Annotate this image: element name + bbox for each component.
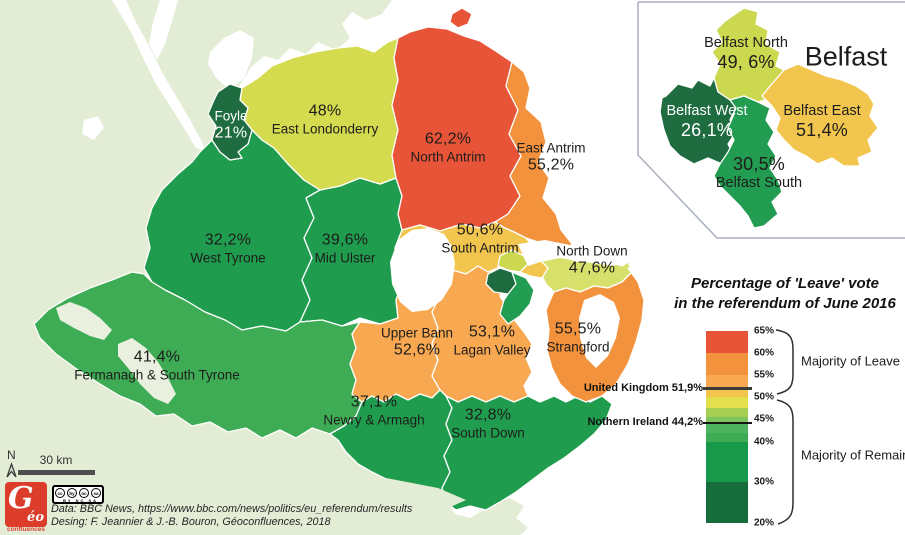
label-east-antrim: East Antrim 55,2%	[516, 140, 586, 174]
credit-data-source: Data: BBC News, https://www.bbc.com/news…	[51, 503, 413, 515]
legend-group-leave: Majority of Leave	[801, 353, 900, 369]
cc-nc-icon: nc	[79, 488, 89, 498]
tick-40: 40%	[754, 436, 775, 448]
region-foyle	[207, 83, 253, 161]
label-belfast-south: 30,5% Belfast South	[715, 153, 803, 192]
label-lagan-valley: 53,1% Lagan Valley	[453, 323, 531, 358]
legend-group-remain: Majority of Remain	[801, 447, 905, 463]
inset-belfast-east	[761, 63, 879, 167]
region-north-antrim	[391, 26, 522, 232]
cc-icon: cc	[55, 488, 65, 498]
inset-title: Belfast	[804, 41, 888, 72]
logo-g: G	[8, 482, 34, 516]
label-newry-armagh: 37,1% Newry & Armagh	[323, 393, 425, 428]
region-south-down	[441, 395, 613, 511]
tick-20: 20%	[754, 517, 775, 529]
scale-bar-label: 30 km	[39, 453, 73, 467]
callout-united-kingdom: United Kingdom 51,9%	[583, 382, 703, 394]
belfast-lough	[518, 240, 628, 266]
brace-majority-remain	[776, 399, 794, 525]
label-upper-bann: Upper Bann 52,6%	[380, 325, 454, 359]
callout-line-ni	[703, 421, 752, 424]
inlet-branch	[149, 0, 178, 60]
tick-30: 30%	[754, 476, 775, 488]
tick-65: 65%	[754, 325, 775, 337]
callout-line-uk	[703, 387, 752, 390]
cc-by-icon: by	[67, 488, 77, 498]
north-arrow-icon	[6, 462, 17, 478]
label-fermanagh-south-tyrone: 41,4% Fermanagh & South Tyrone	[74, 348, 240, 383]
region-fermanagh-south-tyrone	[33, 271, 363, 439]
lough-erne-lower	[118, 338, 176, 404]
callout-northern-ireland: Nothern Ireland 44,2%	[587, 416, 703, 428]
label-south-down: 32,8% South Down	[451, 406, 525, 441]
region-belfast-south-main	[499, 271, 535, 325]
label-mid-ulster: 39,6% Mid Ulster	[314, 231, 376, 266]
label-belfast-west: Belfast West 26,1%	[666, 102, 748, 140]
label-belfast-east: Belfast East 51,4%	[783, 102, 861, 140]
lough-foyle	[208, 30, 254, 90]
tick-50: 50%	[754, 391, 775, 403]
inset-frame	[637, 1, 905, 239]
logo-eo: éo	[27, 510, 44, 525]
geoconfluences-logo: G éo	[5, 482, 47, 527]
north-label: N	[7, 448, 16, 462]
brace-majority-leave	[775, 329, 794, 395]
cc-sub-labels: BY NC SA	[63, 498, 99, 503]
label-foyle: Foyle 21%	[214, 108, 248, 142]
label-north-antrim: 62,2% North Antrim	[410, 130, 486, 165]
rathlin-island	[449, 7, 473, 29]
tick-45: 45%	[754, 413, 775, 425]
cc-sa-icon: sa	[91, 488, 101, 498]
tick-55: 55%	[754, 369, 775, 381]
lough-neagh	[390, 228, 455, 312]
strangford-lough	[579, 294, 620, 368]
logo-confluences-text: confluences	[7, 526, 45, 533]
scale-bar	[18, 470, 95, 475]
lough-swilly-inlet	[112, 0, 206, 152]
tick-60: 60%	[754, 347, 775, 359]
label-belfast-north: Belfast North 49, 6%	[704, 34, 788, 72]
inset-belfast-south	[713, 95, 783, 229]
creative-commons-license: cc by nc sa	[52, 485, 104, 504]
label-east-londonderry: 48% East Londonderry	[271, 102, 379, 137]
lough-erne-upper	[56, 302, 112, 340]
credit-design: Desing: F. Jeannier & J.-B. Bouron, Géoc…	[51, 516, 331, 528]
carlingford-lough	[386, 478, 466, 508]
legend-title: Percentage of 'Leave' vote in the refere…	[674, 275, 896, 312]
small-lake	[82, 116, 104, 140]
label-north-down: North Down 47,6%	[556, 243, 628, 277]
label-west-tyrone: 32,2% West Tyrone	[190, 231, 266, 266]
legend-color-scale	[706, 331, 748, 523]
label-strangford: 55,5% Strangford	[546, 320, 610, 355]
label-south-antrim: 50,6% South Antrim	[441, 221, 519, 256]
